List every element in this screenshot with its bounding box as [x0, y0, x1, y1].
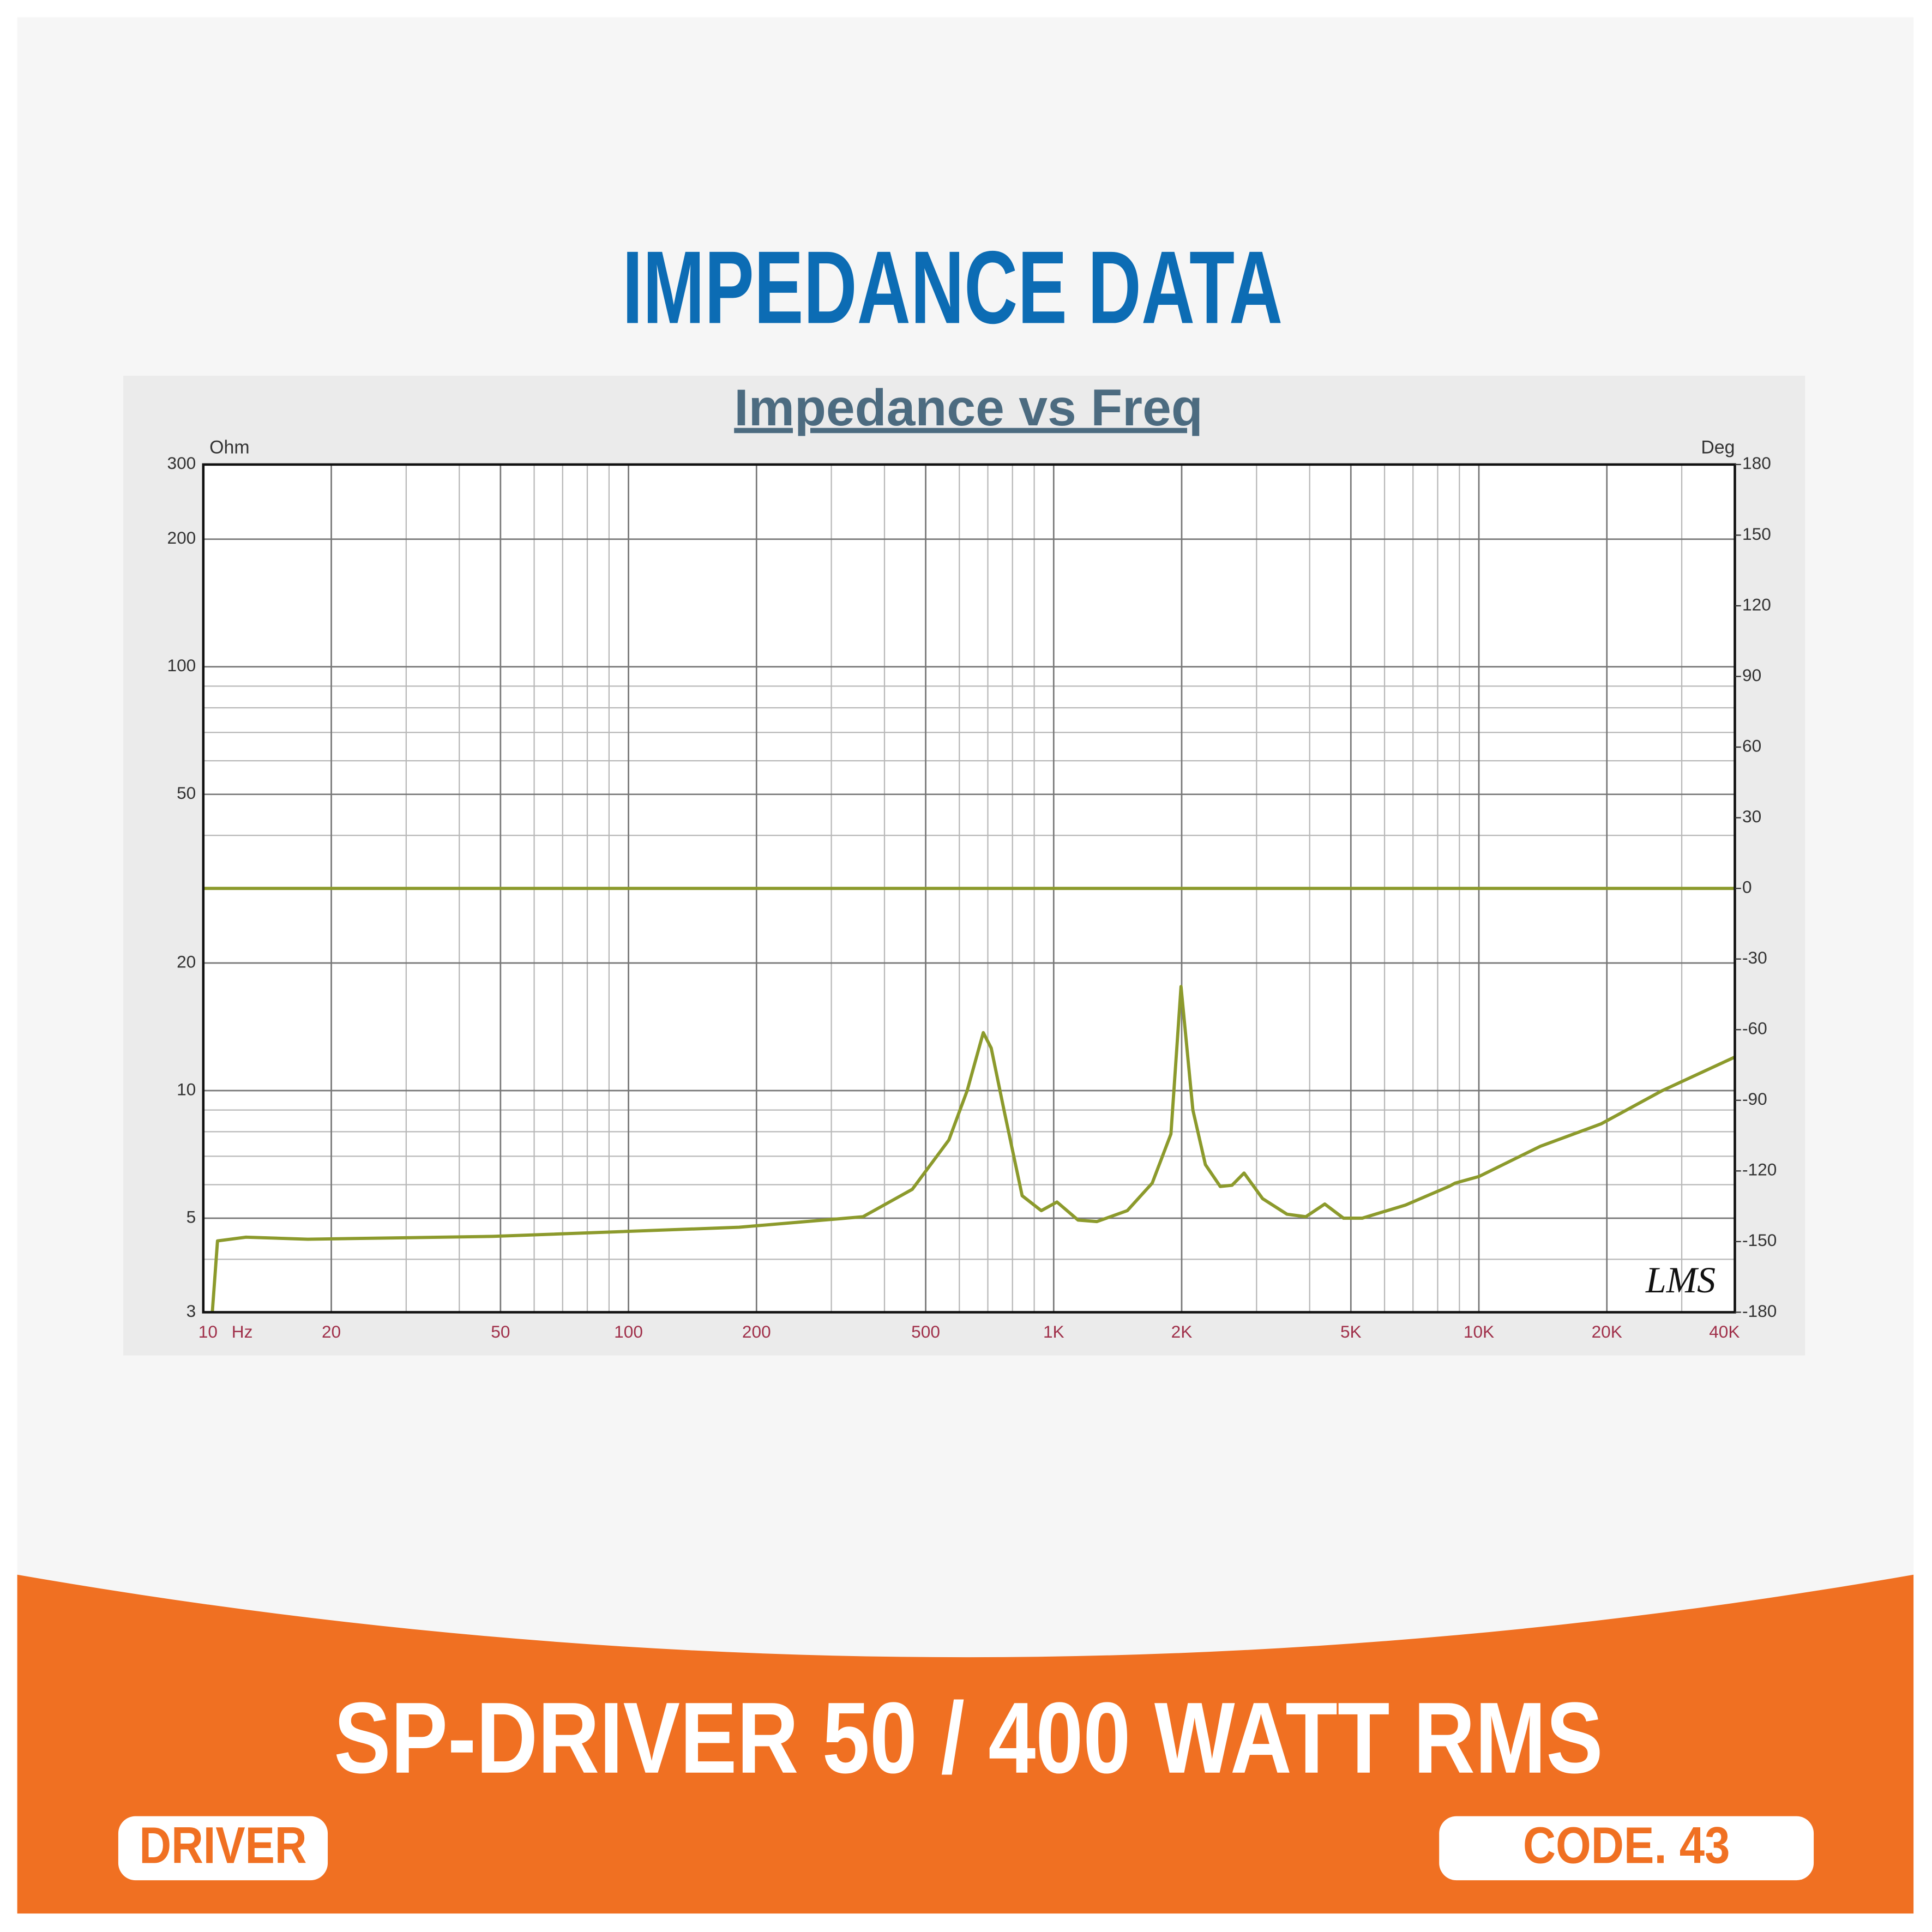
marks: [203, 887, 1736, 1313]
y2-tick-label: 90: [1742, 665, 1761, 685]
y2-tick-label: 30: [1742, 806, 1761, 826]
y2-tick-label: -90: [1742, 1089, 1767, 1109]
y2-tick-label: 150: [1742, 524, 1771, 544]
x-tick-label: 200: [742, 1322, 771, 1341]
y2-tick-label: -60: [1742, 1019, 1767, 1038]
x-tick-label: 10K: [1464, 1322, 1494, 1341]
y-tick-label: 50: [177, 783, 196, 803]
y-tick-label: 20: [177, 952, 196, 971]
x-tick-label: 40K: [1709, 1322, 1740, 1341]
x-tick-label: 20: [322, 1322, 341, 1341]
y2-tick-label: 120: [1742, 594, 1771, 614]
x-tick-label: 50: [491, 1322, 510, 1341]
category-pill: [118, 1816, 328, 1881]
footer-band: [17, 1574, 1914, 1914]
y2-tick-label: -180: [1742, 1301, 1777, 1321]
x-axis-label: Hz: [232, 1322, 253, 1341]
x-tick-label: 20K: [1592, 1322, 1622, 1341]
chart-title: Impedance vs Freq: [734, 379, 1203, 437]
x-tick-label: 1K: [1043, 1322, 1064, 1341]
y-tick-label: 3: [186, 1301, 196, 1321]
footer-title: SP-DRIVER 50 / 400 WATT RMS: [334, 1682, 1603, 1795]
header-title: IMPEDANCE DATA: [622, 230, 1283, 345]
x-tick-label: 2K: [1171, 1322, 1193, 1341]
y-tick-label: 200: [167, 528, 196, 547]
y2-tick-label: -150: [1742, 1230, 1777, 1250]
y-tick-label: 300: [167, 453, 196, 473]
y2-tick-label: 180: [1742, 453, 1771, 473]
series-line: [210, 985, 1736, 1313]
x-tick-label: 10: [198, 1322, 218, 1341]
x-tick-label: 500: [911, 1322, 940, 1341]
category-label: DRIVER: [139, 1817, 306, 1875]
y-tick-label: 100: [167, 655, 196, 675]
code-label: CODE. 43: [1523, 1817, 1730, 1875]
y2-tick-label: 60: [1742, 736, 1761, 755]
y2-axis-label: Deg: [1701, 437, 1735, 458]
code-pill: [1439, 1816, 1814, 1881]
x-tick-label: 100: [614, 1322, 643, 1341]
y2-tick-label: 0: [1742, 877, 1752, 897]
y2-tick-label: -30: [1742, 948, 1767, 967]
x-tick-label: 5K: [1340, 1322, 1362, 1341]
y2-tick-label: -120: [1742, 1160, 1777, 1179]
y-tick-label: 5: [186, 1207, 196, 1226]
annotation: LMS: [1645, 1260, 1716, 1301]
y-axis-label: Ohm: [209, 437, 249, 458]
y-tick-label: 10: [177, 1079, 196, 1099]
